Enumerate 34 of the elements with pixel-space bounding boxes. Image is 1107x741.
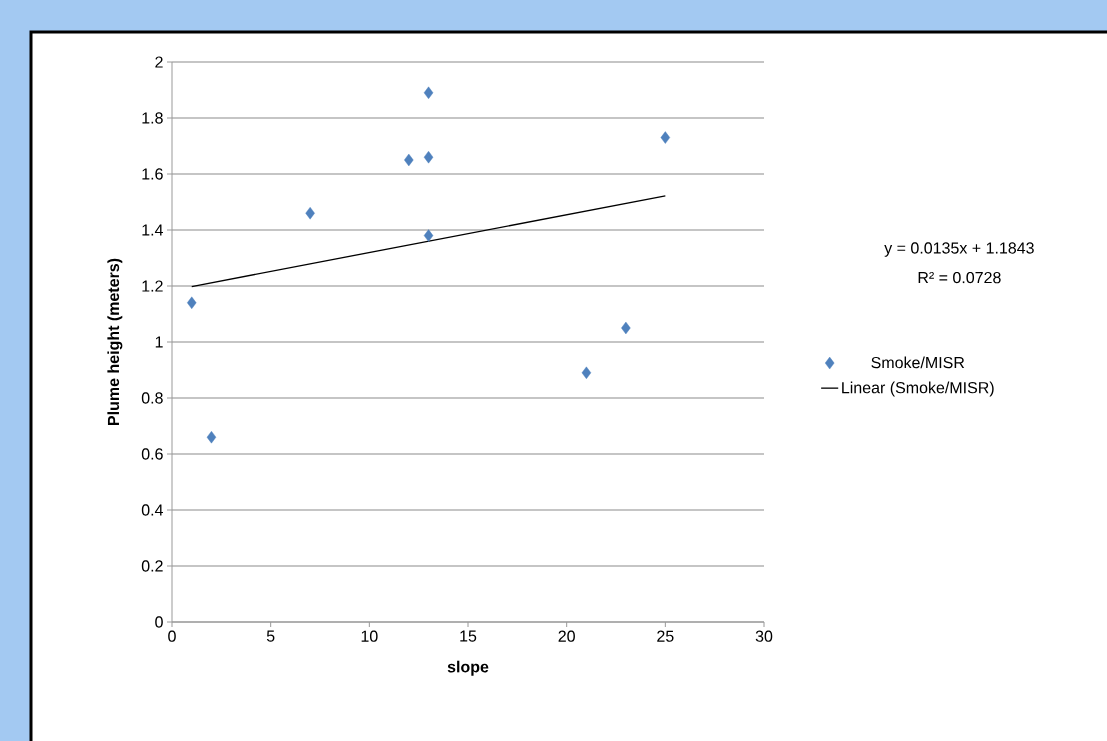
y-tick-label: 0.4 (141, 504, 163, 516)
point (581, 366, 592, 379)
x-tick-label: 0 (168, 630, 176, 642)
point (206, 431, 217, 444)
y-tick-label: 2 (155, 56, 163, 68)
point (660, 131, 671, 144)
y-tick-label: 0 (155, 616, 163, 628)
legend-label: Linear (Smoke/MISR) (842, 381, 994, 397)
point (423, 86, 434, 99)
point (404, 153, 414, 167)
y-tick-label: 0.2 (141, 560, 163, 572)
y-tick-label: 1.4 (142, 224, 163, 236)
point (305, 206, 315, 220)
text: y = 0.0135x + 1.1843 (884, 242, 1034, 257)
x-tick-label: 15 (460, 630, 477, 642)
x-tick-label: 10 (361, 630, 378, 642)
x-axis-title: slope (447, 660, 489, 676)
text: R² = 0.0728 (918, 271, 1001, 284)
point (423, 150, 434, 164)
x-tick-label: 5 (266, 630, 275, 642)
point (621, 321, 631, 335)
point (423, 229, 434, 242)
y-axis-title: Plume height (meters) (107, 258, 123, 425)
y-tick-label: 0.6 (141, 448, 163, 460)
y-tick-label: 1 (155, 336, 163, 348)
x-tick-label: 25 (657, 630, 674, 642)
y-tick-label: 1.6 (142, 168, 163, 180)
y-tick-label: 1.8 (142, 112, 163, 124)
legend-label: Smoke/MISR (871, 356, 965, 369)
y-tick-label: 0.8 (141, 392, 163, 404)
x-tick-label: 30 (755, 630, 773, 642)
x-tick-label: 20 (558, 630, 575, 642)
y-tick-label: 1.2 (142, 280, 163, 292)
point (187, 296, 197, 309)
